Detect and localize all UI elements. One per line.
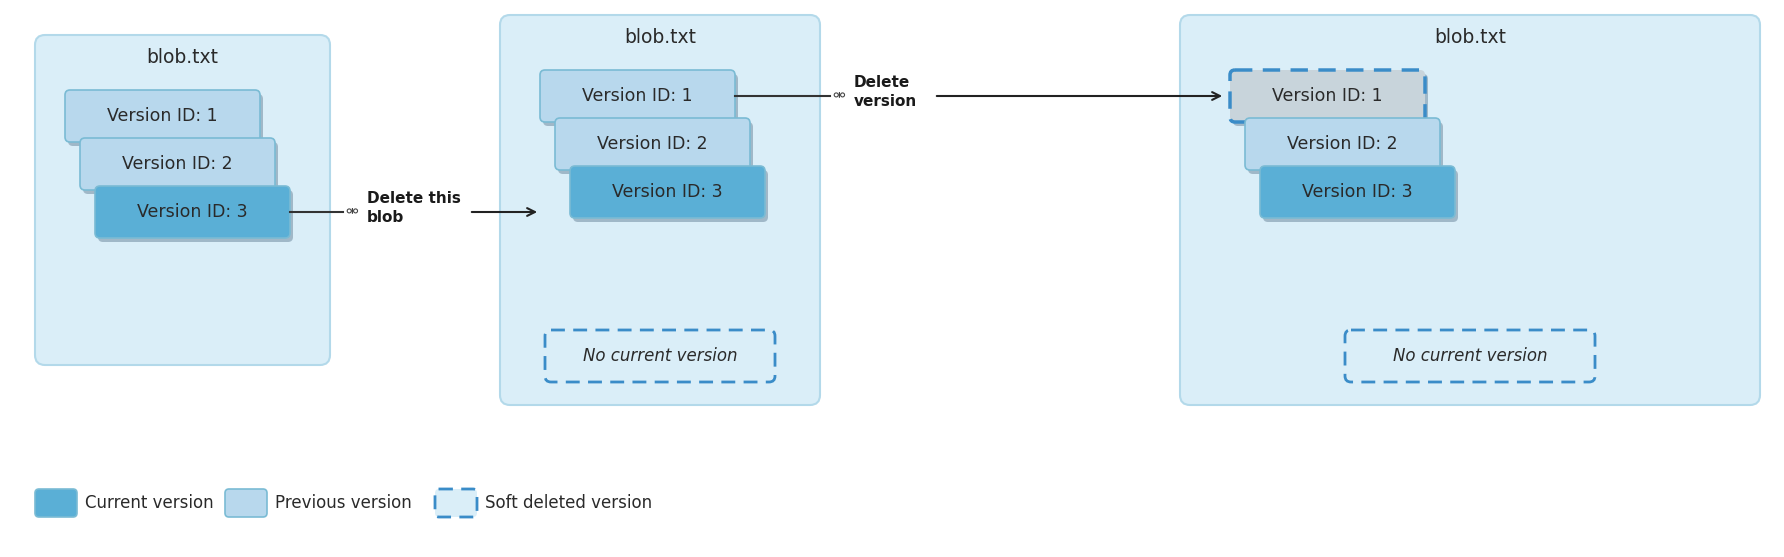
Text: Delete
version: Delete version xyxy=(855,75,917,109)
FancyBboxPatch shape xyxy=(558,122,753,174)
Text: ⚮: ⚮ xyxy=(831,87,846,102)
FancyBboxPatch shape xyxy=(1229,70,1425,122)
FancyBboxPatch shape xyxy=(1233,74,1427,126)
FancyBboxPatch shape xyxy=(1260,166,1456,218)
FancyBboxPatch shape xyxy=(542,74,739,126)
Text: Version ID: 3: Version ID: 3 xyxy=(1302,183,1413,201)
FancyBboxPatch shape xyxy=(84,142,278,194)
FancyBboxPatch shape xyxy=(36,489,77,517)
Text: blob.txt: blob.txt xyxy=(624,27,696,46)
Text: Delete this
blob: Delete this blob xyxy=(368,191,460,225)
Text: blob.txt: blob.txt xyxy=(146,47,218,66)
FancyBboxPatch shape xyxy=(544,330,774,382)
FancyBboxPatch shape xyxy=(64,90,260,142)
Text: Version ID: 1: Version ID: 1 xyxy=(582,87,692,105)
Text: Version ID: 2: Version ID: 2 xyxy=(598,135,708,153)
FancyBboxPatch shape xyxy=(98,190,293,242)
Text: Soft deleted version: Soft deleted version xyxy=(485,494,653,512)
FancyBboxPatch shape xyxy=(36,35,330,365)
FancyBboxPatch shape xyxy=(225,489,268,517)
FancyBboxPatch shape xyxy=(541,70,735,122)
FancyBboxPatch shape xyxy=(571,166,765,218)
Text: No current version: No current version xyxy=(583,347,737,365)
Text: Version ID: 1: Version ID: 1 xyxy=(1272,87,1383,105)
Text: Previous version: Previous version xyxy=(275,494,412,512)
FancyBboxPatch shape xyxy=(1249,122,1443,174)
FancyBboxPatch shape xyxy=(95,186,291,238)
Text: Version ID: 1: Version ID: 1 xyxy=(107,107,218,125)
Text: Current version: Current version xyxy=(86,494,214,512)
Text: Version ID: 2: Version ID: 2 xyxy=(121,155,234,173)
FancyBboxPatch shape xyxy=(500,15,821,405)
FancyBboxPatch shape xyxy=(1263,170,1458,222)
Text: Version ID: 2: Version ID: 2 xyxy=(1288,135,1399,153)
Text: No current version: No current version xyxy=(1393,347,1547,365)
FancyBboxPatch shape xyxy=(1345,330,1595,382)
Text: blob.txt: blob.txt xyxy=(1434,27,1506,46)
Text: Version ID: 3: Version ID: 3 xyxy=(137,203,248,221)
Text: ⚮: ⚮ xyxy=(344,203,359,218)
Text: Version ID: 3: Version ID: 3 xyxy=(612,183,723,201)
FancyBboxPatch shape xyxy=(1245,118,1440,170)
FancyBboxPatch shape xyxy=(80,138,275,190)
FancyBboxPatch shape xyxy=(573,170,767,222)
FancyBboxPatch shape xyxy=(555,118,749,170)
FancyBboxPatch shape xyxy=(435,489,476,517)
FancyBboxPatch shape xyxy=(1179,15,1761,405)
FancyBboxPatch shape xyxy=(68,94,262,146)
